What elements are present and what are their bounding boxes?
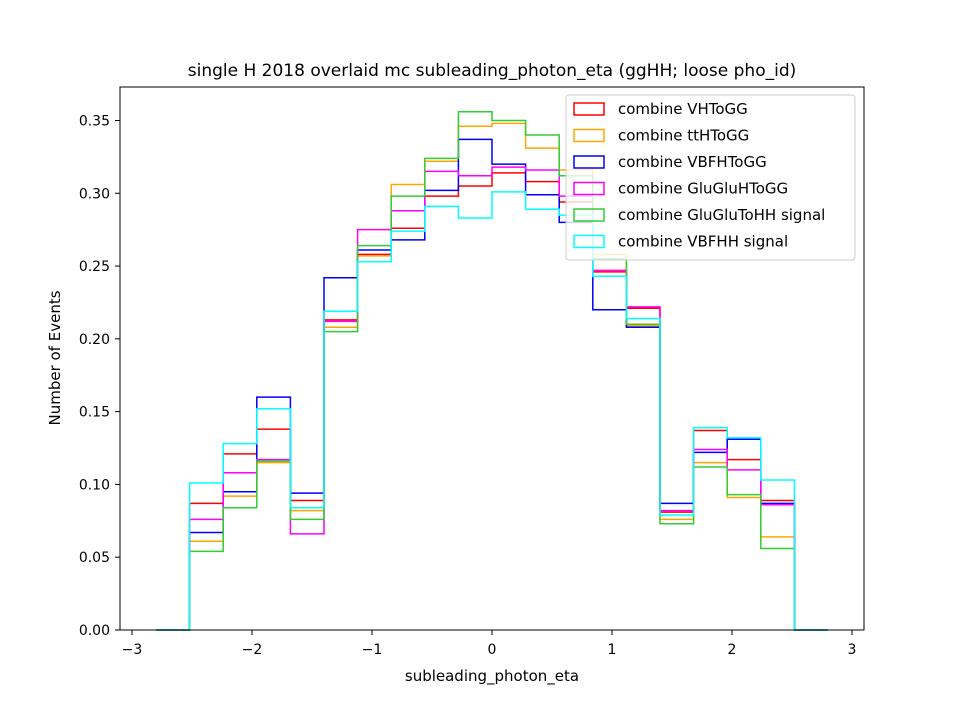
y-axis-ticks: 0.00 0.05 0.10 0.15 0.20 0.25 0.30 0.35: [79, 113, 120, 639]
y-tick-label: 0.25: [79, 259, 110, 275]
y-axis-label: Number of Events: [46, 290, 64, 425]
x-tick-label: −3: [122, 642, 143, 658]
legend-label-2: combine VBFHToGG: [618, 153, 767, 171]
legend-swatch-1: [573, 128, 605, 143]
y-tick-label: 0.15: [79, 405, 110, 421]
y-tick-label: 0.10: [79, 477, 110, 493]
y-tick-label: 0.20: [79, 332, 110, 348]
x-tick-label: 3: [848, 642, 857, 658]
legend-swatch-2: [573, 155, 605, 169]
legend-label-3: combine GluGluHToGG: [618, 180, 788, 198]
legend-swatch-3: [573, 181, 605, 196]
legend-box: [565, 94, 856, 261]
legend: combine VHToGG combine ttHToGG combine VBF…: [565, 94, 856, 261]
legend-swatch-0: [573, 102, 605, 116]
y-tick-label: 0.35: [79, 113, 110, 129]
y-tick-label: 0.05: [79, 550, 110, 566]
legend-swatch-4: [573, 208, 605, 222]
series-line-2: [156, 138, 828, 631]
legend-label-0: combine VHToGG: [618, 100, 748, 118]
y-tick-label: 0.00: [79, 623, 110, 639]
legend-label-5: combine VBFHH signal: [618, 233, 788, 251]
histogram-series: [156, 111, 828, 631]
series-line-4: [156, 111, 828, 631]
x-tick-label: −2: [242, 642, 263, 658]
series-line-0: [156, 172, 828, 631]
legend-swatch-5: [573, 234, 605, 249]
chart-title: single H 2018 overlaid mc subleading_pho…: [188, 61, 797, 81]
x-tick-label: 1: [608, 642, 617, 658]
series-line-3: [156, 166, 828, 631]
x-tick-label: −1: [362, 642, 383, 658]
x-axis-ticks: −3 −2 −1 0 1 2 3: [122, 630, 857, 658]
x-axis-label: subleading_photon_eta: [405, 667, 579, 686]
x-tick-label: 2: [728, 642, 737, 658]
x-tick-label: 0: [488, 642, 497, 658]
y-tick-label: 0.30: [79, 186, 110, 202]
legend-label-1: combine ttHToGG: [618, 127, 749, 145]
series-line-5: [156, 191, 828, 631]
series-line-1: [156, 122, 828, 631]
legend-label-4: combine GluGluToHH signal: [618, 206, 825, 224]
